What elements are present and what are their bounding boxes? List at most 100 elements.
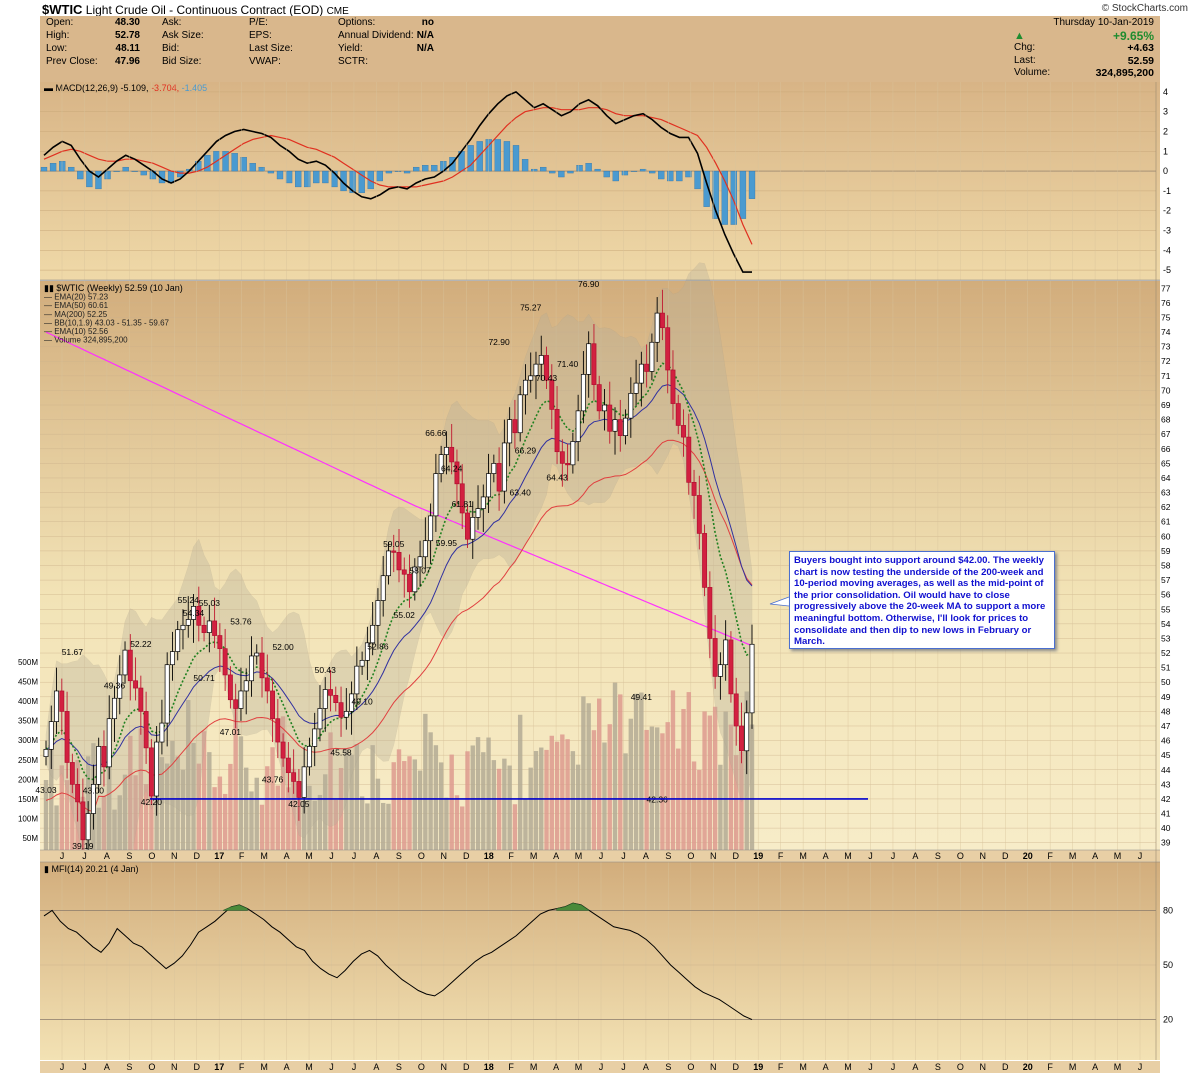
mfi-x-axis-label: M (530, 1062, 538, 1072)
volume-bar (423, 713, 428, 850)
macd-histogram-bar (703, 170, 710, 207)
macd-histogram-bar (313, 170, 320, 184)
volume-bar (101, 795, 107, 850)
price-label: 53.76 (230, 616, 252, 626)
low-label: Low: (46, 43, 68, 54)
volume-bar (301, 800, 307, 850)
volume-bar (581, 696, 586, 850)
candle-body (591, 343, 597, 385)
price-x-axis-label: 19 (753, 851, 763, 861)
symbol: $WTIC (42, 2, 83, 17)
price-x-axis-label: M (1069, 851, 1077, 861)
macd-histogram-bar (685, 170, 692, 178)
candle-body (675, 403, 681, 426)
price-label: 61.81 (452, 499, 474, 509)
volume-bar (496, 768, 502, 850)
candle-body (507, 419, 513, 444)
candle-body (717, 664, 723, 677)
candle-body (185, 619, 191, 626)
price-label: 55.03 (199, 598, 221, 608)
price-legend-item: — EMA(50) 60.61 (44, 301, 109, 310)
last-value: 52.59 (1127, 54, 1154, 67)
candle-body (133, 680, 139, 689)
candle-body (280, 741, 286, 759)
macd-tick-label: -3 (1163, 226, 1171, 236)
price-x-axis-label: D (194, 851, 201, 861)
price-legend-item: — Volume 324,895,200 (44, 336, 128, 345)
candle-body (501, 442, 507, 492)
volume-bar (333, 799, 338, 850)
price-x-axis-label: M (305, 851, 313, 861)
candle-body (686, 436, 692, 483)
mfi-x-axis-label: A (284, 1062, 290, 1072)
candle-body (659, 312, 665, 329)
candle-body (191, 606, 196, 620)
volume-bar (365, 803, 370, 850)
volume-bar (728, 724, 734, 850)
macd-histogram-bar (531, 168, 538, 172)
price-label: 75.27 (520, 303, 542, 313)
price-tick-label: 70 (1161, 385, 1171, 395)
volume-bar (412, 759, 418, 850)
low-value: 48.11 (115, 43, 140, 54)
volume-tick-label: 450M (18, 678, 38, 687)
price-tick-label: 60 (1161, 531, 1171, 541)
last-size-label: Last Size: (249, 43, 293, 54)
volume-bar (628, 718, 634, 850)
chart-title: $WTIC Light Crude Oil - Continuous Contr… (42, 2, 349, 17)
sctr-label: SCTR: (338, 56, 368, 67)
price-label: 51.67 (62, 647, 84, 657)
candle-body (565, 463, 571, 466)
candle-body (364, 642, 370, 661)
price-tick-label: 55 (1161, 604, 1171, 614)
candle-body (422, 540, 428, 558)
macd-histogram-bar (77, 170, 84, 180)
price-x-axis-label: N (980, 851, 987, 861)
volume-bar (233, 701, 238, 850)
mfi-x-axis-label: S (126, 1062, 132, 1072)
price-tick-label: 66 (1161, 444, 1171, 454)
macd-histogram-bar (49, 163, 57, 172)
candle-body (512, 419, 518, 434)
candle-body (559, 451, 565, 464)
macd-histogram-bar (503, 141, 511, 172)
macd-histogram-bar (376, 170, 383, 182)
candle-body (438, 454, 444, 474)
candle-body (354, 665, 360, 695)
volume-bar (502, 758, 507, 850)
candle-body (338, 702, 344, 718)
price-x-axis-label: A (104, 851, 110, 861)
high-value: 52.78 (114, 30, 140, 41)
price-label: 58.07 (409, 565, 431, 575)
price-x-axis-label: J (60, 851, 65, 861)
volume-bar (175, 756, 180, 850)
volume-bar (312, 800, 317, 850)
volume-bar (649, 726, 655, 850)
mfi-x-axis-label: M (1069, 1062, 1077, 1072)
macd-histogram-bar (113, 170, 120, 172)
volume-bar (486, 737, 491, 850)
mfi-x-axis-label: A (912, 1062, 918, 1072)
mfi-x-axis-label: J (60, 1062, 65, 1072)
candle-body (480, 496, 486, 509)
mfi-x-axis-label: F (508, 1062, 514, 1072)
candle-body (749, 643, 755, 714)
mfi-x-axis-label: J (891, 1062, 896, 1072)
macd-tick-label: -5 (1163, 265, 1171, 275)
volume-bar (697, 769, 702, 850)
candle-body (449, 446, 455, 463)
volume-bar (438, 762, 444, 850)
price-tick-label: 73 (1161, 342, 1171, 352)
price-x-axis-label: J (1138, 851, 1143, 861)
price-label: 66.66 (425, 428, 447, 438)
candle-body (96, 746, 102, 785)
mfi-x-axis-label: N (710, 1062, 717, 1072)
macd-histogram-bar (340, 170, 347, 192)
mfi-legend: ▮ MFI(14) 20.21 (4 Jan) (44, 864, 139, 874)
candle-body (148, 747, 154, 797)
volume-bar (554, 741, 560, 850)
mfi-x-axis-label: F (778, 1062, 784, 1072)
change-percent: +9.65% (1112, 28, 1154, 43)
candle-body (670, 369, 676, 404)
price-tick-label: 43 (1161, 779, 1171, 789)
